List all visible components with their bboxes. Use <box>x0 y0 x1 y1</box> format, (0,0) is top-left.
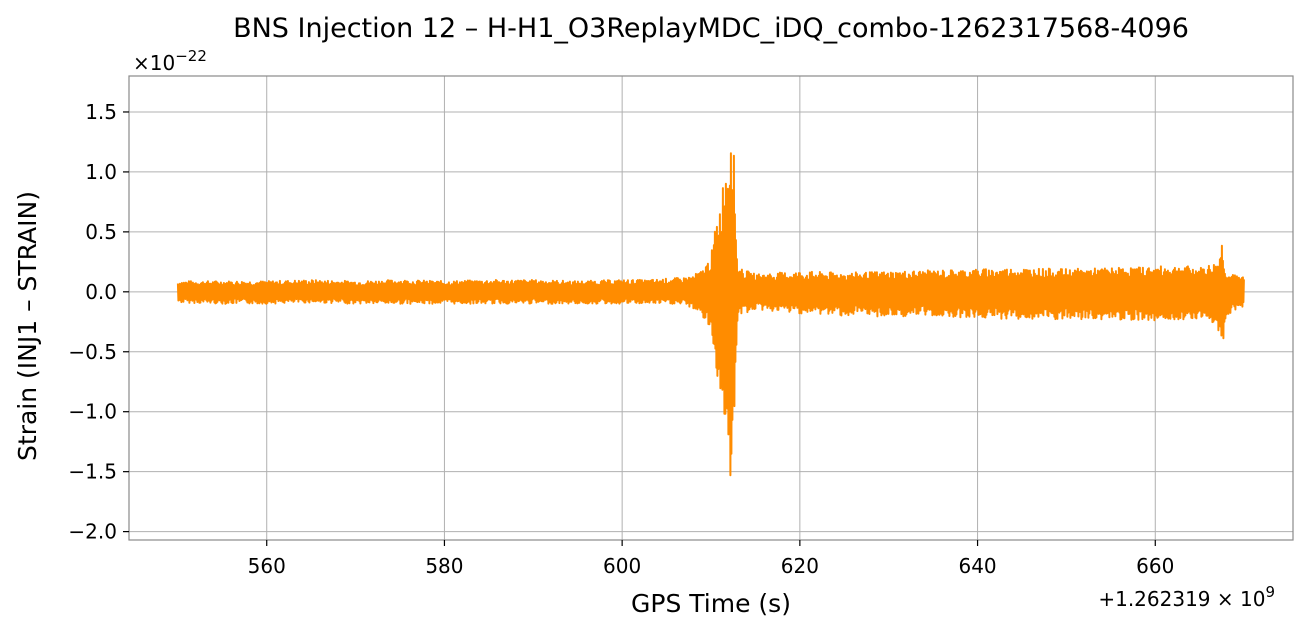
y-tick-label: 1.0 <box>85 160 117 184</box>
y-tick-label: −1.5 <box>68 460 117 484</box>
y-multiplier-label: ×10−22 <box>133 47 207 75</box>
y-tick-label: −1.0 <box>68 400 117 424</box>
x-offset-base: +1.262319 × 10 <box>1098 587 1265 611</box>
x-tick-label: 560 <box>248 554 286 578</box>
x-tick-label: 640 <box>958 554 996 578</box>
axes-frame <box>128 75 1294 541</box>
x-tick-label: 620 <box>781 554 819 578</box>
chart-title: BNS Injection 12 – H-H1_O3ReplayMDC_iDQ_… <box>233 13 1189 44</box>
x-tick-label: 580 <box>425 554 463 578</box>
x-offset-exponent: 9 <box>1265 583 1275 601</box>
strain-series-line <box>176 152 1245 477</box>
svg-text:×10−22: ×10−22 <box>133 47 207 75</box>
svg-text:+1.262319 × 109: +1.262319 × 109 <box>1098 583 1275 611</box>
x-axis-label: GPS Time (s) <box>631 589 791 618</box>
ticks-layer: 560 580 600 620 640 660 1.5 1.0 0.5 0.0 −0.5 −1.0 −1… <box>68 100 1174 578</box>
y-tick-label: −2.0 <box>68 520 117 544</box>
y-tick-label: 0.5 <box>85 220 117 244</box>
x-tick-label: 600 <box>603 554 641 578</box>
y-tick-label: −0.5 <box>68 340 117 364</box>
x-offset-label: +1.262319 × 109 <box>1098 583 1275 611</box>
y-tick-label: 1.5 <box>85 100 117 124</box>
y-tick-label: 0.0 <box>85 280 117 304</box>
y-multiplier-base: ×10 <box>133 51 175 75</box>
x-tick-label: 660 <box>1136 554 1174 578</box>
y-multiplier-exponent: −22 <box>175 47 207 65</box>
data-layer <box>176 152 1245 477</box>
y-axis-label: Strain (INJ1 – STRAIN) <box>13 191 42 461</box>
